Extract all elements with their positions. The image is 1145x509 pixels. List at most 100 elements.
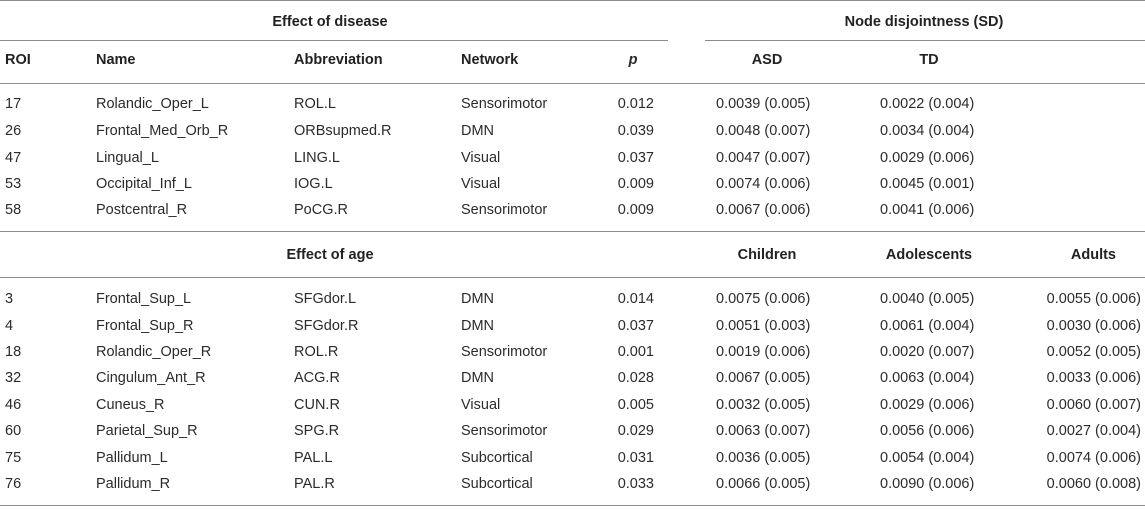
roi-cell: 47 [5,150,22,166]
roi-cell: 58 [5,202,22,218]
asd-cell: 0.0067 (0.006) [716,202,811,218]
adults-cell: 0.0060 (0.007) [1046,397,1141,413]
header-rule [0,83,1145,84]
abbr-cell: ROL.L [294,96,336,112]
adolescents-cell: 0.0056 (0.006) [880,423,975,439]
network-cell: Visual [461,150,501,166]
td-cell: 0.0045 (0.001) [880,176,975,192]
network-cell: Sensorimotor [461,423,548,439]
name-cell: Cingulum_Ant_R [96,370,206,386]
col-header-network: Network [461,52,519,68]
abbr-cell: SPG.R [294,423,340,439]
network-cell: DMN [461,370,495,386]
roi-cell: 3 [5,291,14,307]
p-cell: 0.005 [617,397,654,413]
disease-group-header: Effect of disease [272,14,388,30]
abbr-cell: SFGdor.L [294,291,357,307]
adolescents-cell: 0.0063 (0.004) [880,370,975,386]
p-cell: 0.037 [617,318,654,334]
disjointness-group-rule [705,40,1145,41]
bottom-rule [0,505,1145,506]
col-header-adults: Adults [1070,247,1116,263]
adolescents-cell: 0.0029 (0.006) [880,397,975,413]
children-cell: 0.0067 (0.005) [716,370,811,386]
roi-cell: 46 [5,397,22,413]
children-cell: 0.0066 (0.005) [716,476,811,492]
col-header-children: Children [737,247,797,263]
age-header-rule [0,277,1145,278]
roi-cell: 75 [5,450,22,466]
abbr-cell: LING.L [294,150,340,166]
roi-cell: 26 [5,123,22,139]
network-cell: Visual [461,397,501,413]
asd-cell: 0.0074 (0.006) [716,176,811,192]
asd-cell: 0.0048 (0.007) [716,123,811,139]
name-cell: Frontal_Sup_R [96,318,194,334]
p-cell: 0.033 [617,476,654,492]
roi-cell: 53 [5,176,22,192]
network-cell: Subcortical [461,476,533,492]
network-cell: DMN [461,291,495,307]
disease-group-rule [0,40,668,41]
abbr-cell: CUN.R [294,397,340,413]
network-cell: Subcortical [461,450,533,466]
adults-cell: 0.0052 (0.005) [1046,344,1141,360]
abbr-cell: PAL.R [294,476,335,492]
adolescents-cell: 0.0061 (0.004) [880,318,975,334]
network-cell: Sensorimotor [461,344,548,360]
abbr-cell: IOG.L [294,176,333,192]
abbr-cell: ROL.R [294,344,339,360]
children-cell: 0.0051 (0.003) [716,318,811,334]
adults-cell: 0.0060 (0.008) [1046,476,1141,492]
col-header-roi: ROI [5,52,31,68]
roi-cell: 17 [5,96,22,112]
p-cell: 0.037 [617,150,654,166]
p-cell: 0.012 [617,96,654,112]
td-cell: 0.0022 (0.004) [880,96,975,112]
name-cell: Rolandic_Oper_L [96,96,209,112]
td-cell: 0.0034 (0.004) [880,123,975,139]
roi-cell: 18 [5,344,22,360]
asd-cell: 0.0047 (0.007) [716,150,811,166]
roi-cell: 60 [5,423,22,439]
age-group-header: Effect of age [286,247,374,263]
p-cell: 0.001 [617,344,654,360]
p-cell: 0.031 [617,450,654,466]
td-cell: 0.0029 (0.006) [880,150,975,166]
network-cell: Sensorimotor [461,96,548,112]
adults-cell: 0.0074 (0.006) [1046,450,1141,466]
disjointness-group-header: Node disjointness (SD) [844,14,1004,30]
network-cell: Sensorimotor [461,202,548,218]
asd-cell: 0.0039 (0.005) [716,96,811,112]
name-cell: Pallidum_R [96,476,171,492]
children-cell: 0.0036 (0.005) [716,450,811,466]
roi-cell: 4 [5,318,14,334]
adolescents-cell: 0.0090 (0.006) [880,476,975,492]
col-header-name: Name [96,52,136,68]
name-cell: Pallidum_L [96,450,168,466]
td-cell: 0.0041 (0.006) [880,202,975,218]
network-cell: DMN [461,123,495,139]
p-cell: 0.014 [617,291,654,307]
network-cell: Visual [461,176,501,192]
name-cell: Postcentral_R [96,202,188,218]
adults-cell: 0.0055 (0.006) [1046,291,1141,307]
name-cell: Rolandic_Oper_R [96,344,212,360]
p-cell: 0.009 [617,202,654,218]
abbr-cell: ACG.R [294,370,340,386]
name-cell: Frontal_Sup_L [96,291,192,307]
name-cell: Cuneus_R [96,397,165,413]
name-cell: Occipital_Inf_L [96,176,192,192]
col-header-abbreviation: Abbreviation [294,52,383,68]
section-rule [0,231,1145,232]
abbr-cell: PoCG.R [294,202,348,218]
abbr-cell: PAL.L [294,450,333,466]
adults-cell: 0.0027 (0.004) [1046,423,1141,439]
adolescents-cell: 0.0040 (0.005) [880,291,975,307]
p-cell: 0.039 [617,123,654,139]
adults-cell: 0.0033 (0.006) [1046,370,1141,386]
col-header-adolescents: Adolescents [885,247,973,263]
top-rule [0,0,1145,1]
children-cell: 0.0063 (0.007) [716,423,811,439]
abbr-cell: SFGdor.R [294,318,359,334]
